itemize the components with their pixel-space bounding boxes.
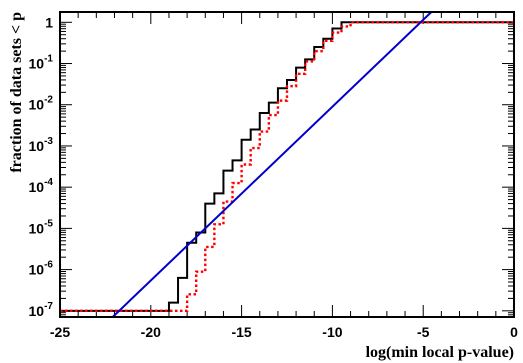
x-tick-label: -25 <box>50 324 70 340</box>
x-tick-label: -10 <box>322 324 342 340</box>
series-group <box>60 11 514 318</box>
y-tick-label: 10-6 <box>29 260 54 278</box>
plot-frame <box>59 11 515 318</box>
series-2-line <box>111 11 433 318</box>
series-1-line <box>60 21 514 313</box>
x-tick-label: -5 <box>417 324 430 340</box>
y-tick-label: 1 <box>45 14 53 30</box>
y-tick-label: 10-3 <box>29 136 54 154</box>
x-tick-label: -20 <box>141 324 161 340</box>
y-tick-label: 10-2 <box>29 95 54 113</box>
x-tick-label: -15 <box>231 324 251 340</box>
y-tick-label: 10-4 <box>29 177 54 195</box>
y-tick-label: 10-1 <box>29 54 54 72</box>
x-tick-label: 0 <box>510 324 518 340</box>
y-tick-label: 10-5 <box>29 218 54 236</box>
y-tick-labels: 10-7 10-6 10-5 10-4 10-3 10-2 10-1 1 <box>29 14 54 319</box>
y-axis-title: fraction of data sets < p <box>8 12 25 173</box>
x-axis-title: log(min local p-value) <box>366 344 514 361</box>
y-tick-label: 10-7 <box>29 301 54 319</box>
x-tick-labels: -25 -20 -15 -10 -5 0 <box>50 324 518 340</box>
